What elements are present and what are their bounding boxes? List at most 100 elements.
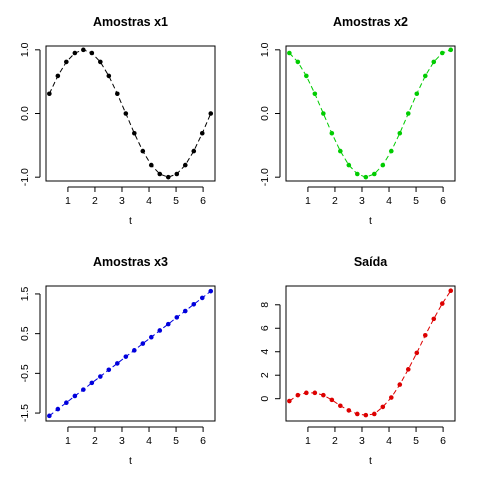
plot-frame: [285, 285, 456, 422]
data-point: [72, 50, 78, 56]
data-point: [346, 162, 352, 168]
data-point: [287, 398, 292, 404]
data-point: [55, 73, 61, 79]
data-point: [372, 171, 377, 177]
x-tick-label: 3: [359, 195, 365, 207]
data-point: [89, 380, 95, 386]
x-tick-label: 2: [332, 435, 338, 447]
chart-title: Amostras x1: [93, 15, 168, 29]
data-point: [182, 308, 188, 314]
data-point: [405, 111, 411, 116]
x-axis-label: t: [369, 215, 372, 227]
data-point: [140, 148, 146, 154]
data-point: [199, 130, 205, 136]
data-point: [388, 395, 394, 400]
data-point: [295, 59, 301, 65]
data-point: [431, 316, 437, 322]
y-tick-label: -0.5: [19, 364, 31, 382]
x-tick-label: 6: [440, 195, 446, 207]
plot-frame: [285, 45, 456, 182]
x-tick-label: 4: [386, 195, 392, 207]
x-tick-label: 2: [332, 195, 338, 207]
data-point: [422, 73, 428, 79]
panel-1: Amostras x1 1 2 3 4 5 6 t -1.0 0.0 1.0: [19, 15, 216, 227]
x-tick-label: 4: [146, 435, 152, 447]
chart-title: Amostras x2: [333, 15, 408, 29]
data-point: [157, 328, 163, 333]
data-point: [165, 174, 171, 180]
data-point: [439, 50, 445, 56]
data-point: [191, 148, 197, 154]
y-tick-label: 2: [259, 372, 271, 378]
data-point: [312, 91, 318, 97]
data-point: [448, 288, 454, 293]
y-tick-label: 1.5: [19, 286, 31, 301]
data-point: [199, 295, 205, 301]
data-point: [380, 404, 386, 410]
y-tick-label: 0.0: [259, 106, 271, 121]
series-line: [289, 290, 452, 416]
data-point: [397, 382, 403, 387]
data-point: [123, 111, 129, 116]
data-point: [98, 59, 103, 65]
data-point: [64, 400, 69, 406]
x-tick-label: 6: [200, 435, 206, 447]
data-point: [115, 91, 120, 97]
x-axis-label: t: [129, 215, 132, 227]
data-point: [89, 50, 95, 56]
x-tick-label: 1: [65, 435, 71, 447]
series-line: [288, 49, 451, 178]
data-point: [363, 174, 369, 180]
data-point: [148, 162, 154, 168]
data-point: [431, 59, 437, 65]
x-tick-label: 5: [173, 195, 179, 207]
x-axis-label: t: [369, 455, 372, 467]
data-point: [388, 148, 394, 154]
data-point: [448, 47, 454, 53]
x-tick-label: 5: [413, 195, 419, 207]
data-point: [304, 73, 309, 79]
x-tick-label: 1: [65, 195, 71, 207]
chart-title: Saída: [354, 255, 388, 269]
data-point: [321, 111, 326, 116]
y-tick-label: 1.0: [19, 42, 31, 57]
y-tick-label: -1.0: [259, 168, 271, 186]
data-point: [338, 148, 343, 154]
y-tick-label: 0: [259, 396, 271, 402]
data-point: [81, 47, 86, 53]
y-tick-label: 0.0: [19, 106, 31, 121]
x-tick-label: 3: [119, 435, 125, 447]
data-point: [72, 393, 78, 399]
data-point: [397, 130, 403, 136]
data-point: [208, 288, 214, 294]
data-point: [47, 91, 52, 97]
x-tick-label: 1: [305, 195, 311, 207]
y-tick-label: 8: [259, 302, 271, 308]
data-point: [363, 412, 369, 418]
panel-3: Amostras x3 1 2 3 4 5 6 t -1.5 -0.5 0.5 1.5: [19, 255, 216, 467]
x-axis-label: t: [129, 455, 132, 467]
data-point: [312, 390, 318, 396]
data-point: [355, 411, 360, 417]
x-tick-label: 6: [200, 195, 206, 207]
y-tick-label: 0.5: [19, 326, 31, 341]
data-point: [55, 406, 61, 412]
data-point: [439, 301, 445, 306]
plot-frame: [45, 45, 216, 182]
y-tick-label: -1.0: [19, 168, 31, 186]
plot-frame: [45, 285, 216, 422]
y-tick-label: 4: [259, 349, 271, 355]
x-tick-label: 2: [92, 435, 98, 447]
x-tick-label: 4: [386, 435, 392, 447]
data-point: [81, 387, 86, 392]
data-point: [106, 367, 112, 373]
data-point: [132, 130, 137, 136]
x-tick-label: 6: [440, 435, 446, 447]
data-point: [372, 411, 377, 417]
data-point: [174, 171, 180, 177]
data-point: [338, 403, 343, 409]
series-line: [48, 49, 212, 178]
data-point: [346, 408, 352, 413]
data-point: [208, 111, 214, 116]
